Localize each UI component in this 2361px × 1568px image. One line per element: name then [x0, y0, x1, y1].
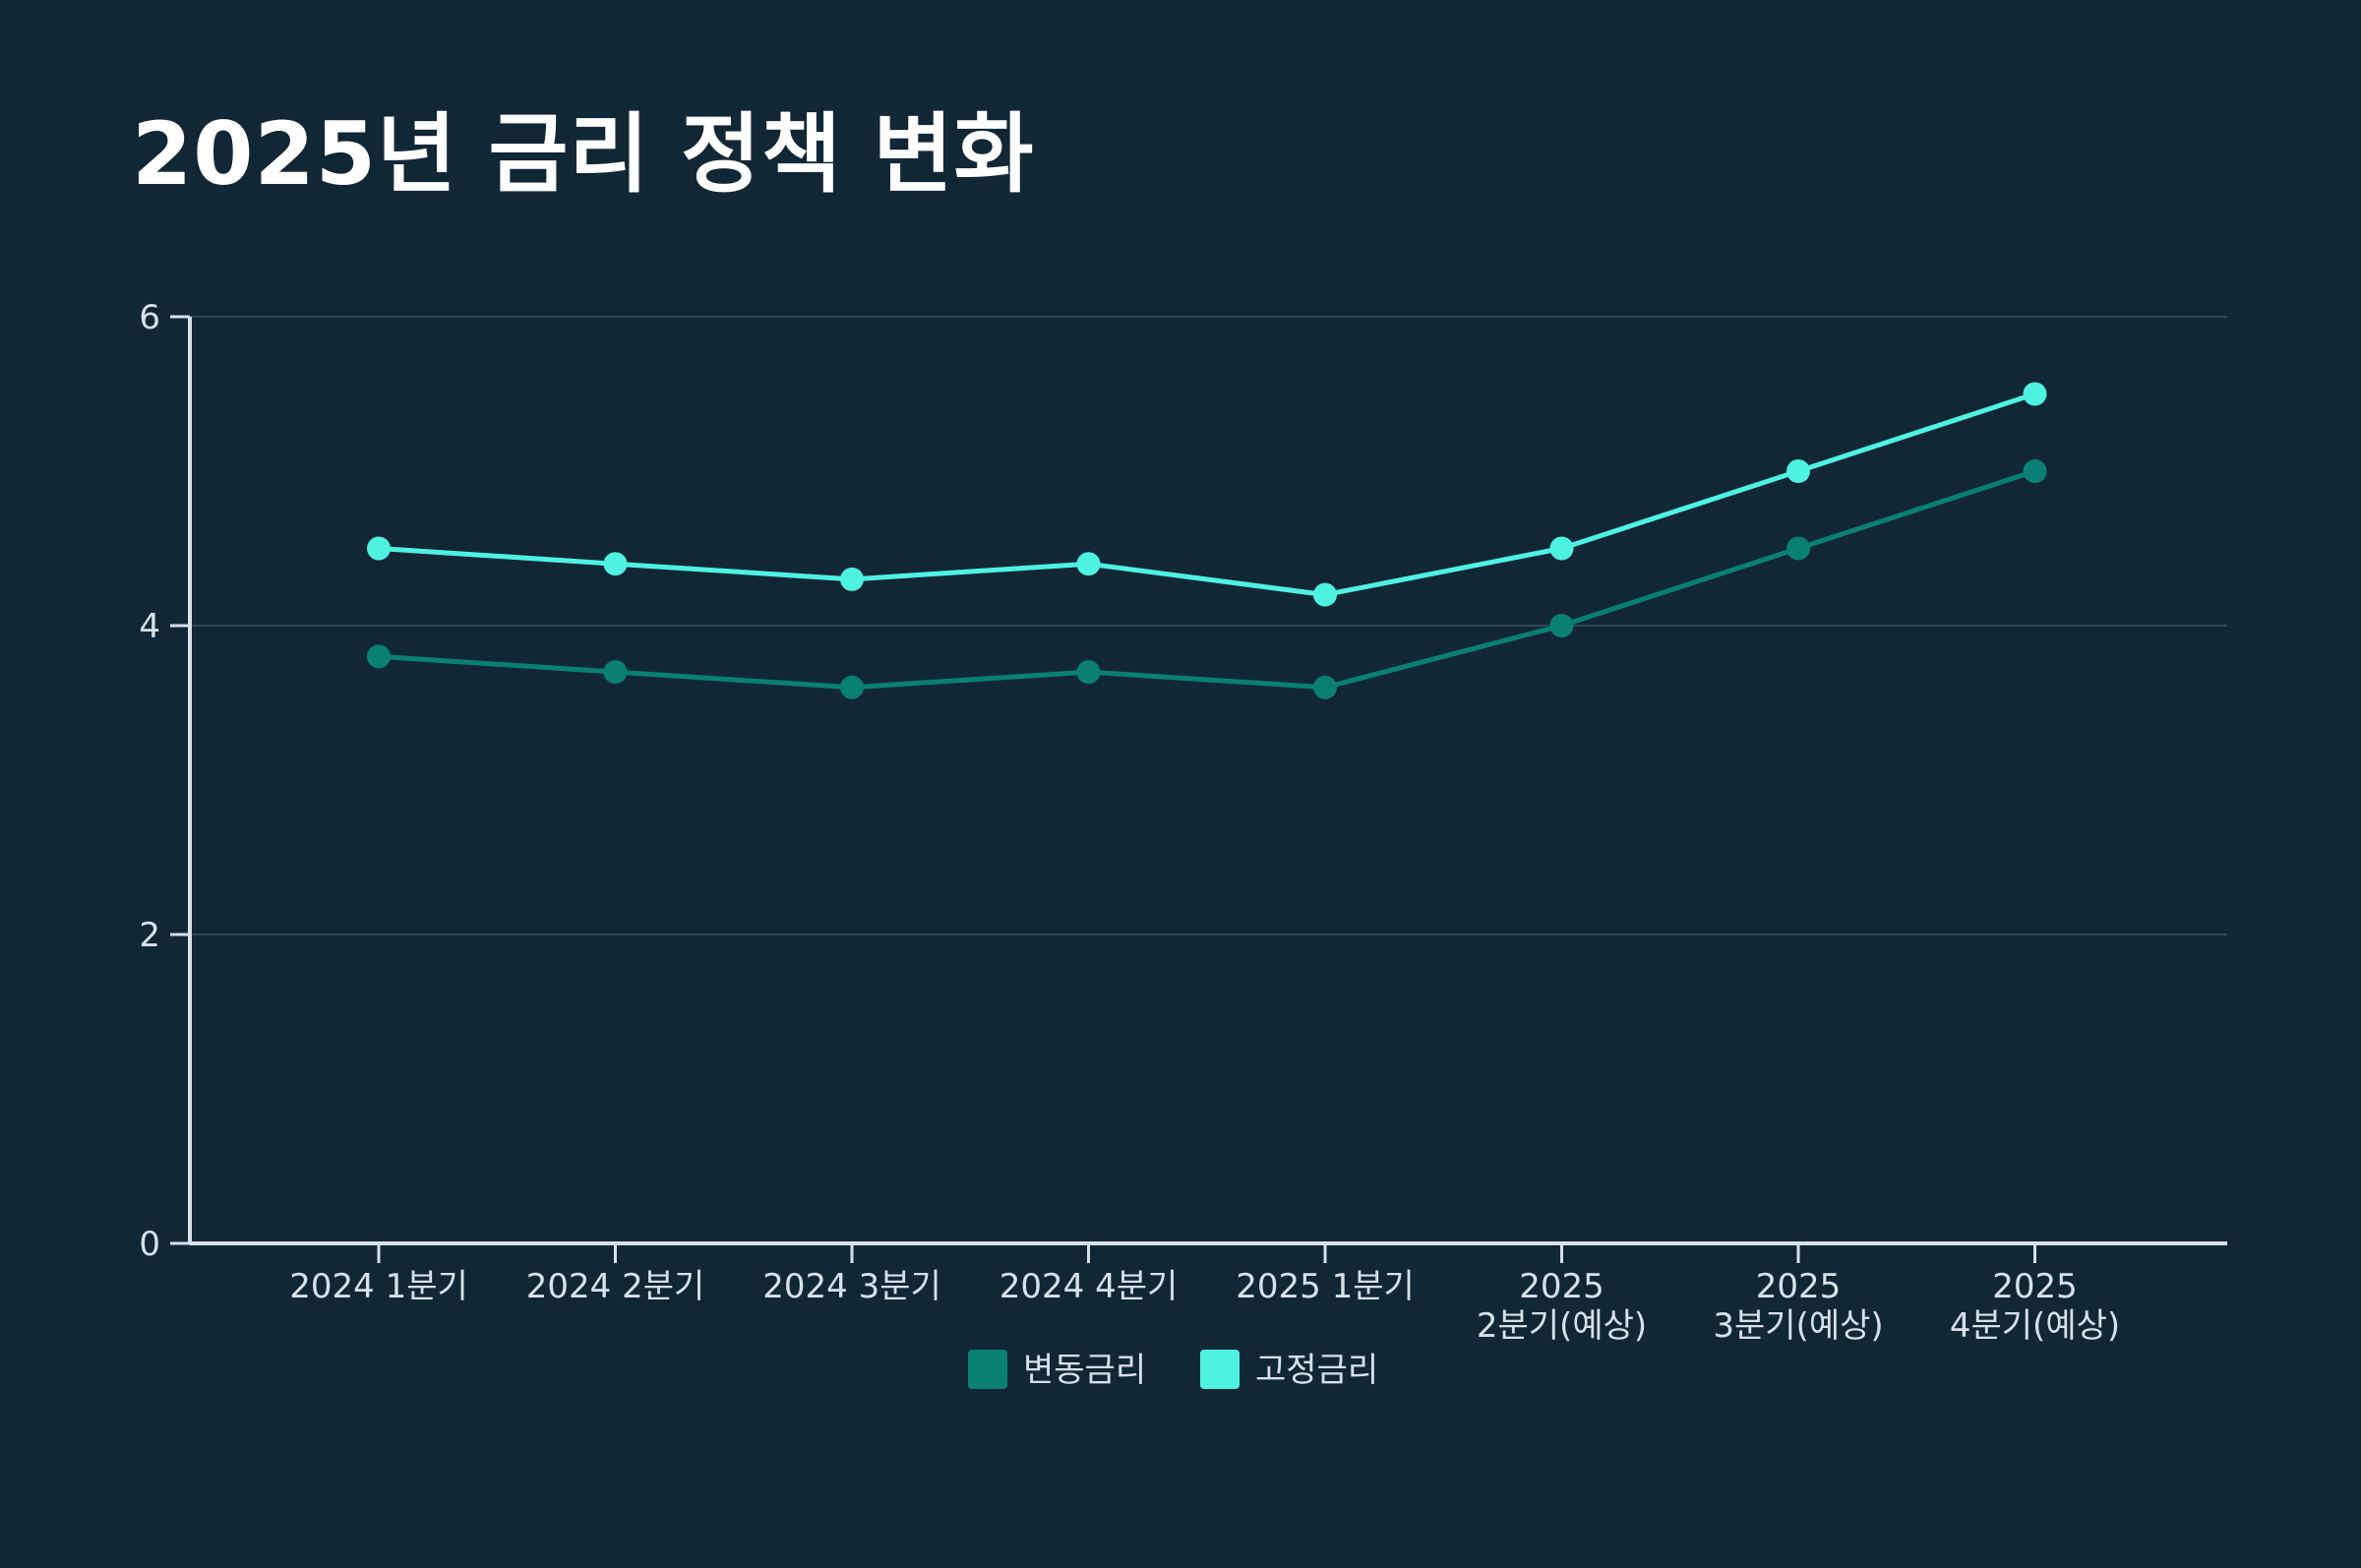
legend-swatch [1200, 1350, 1240, 1389]
data-point[interactable] [2023, 382, 2047, 406]
y-tick-label: 4 [139, 607, 160, 646]
legend-label: 고정금리 [1255, 1351, 1378, 1390]
data-point[interactable] [2023, 459, 2047, 483]
x-tick-label: 2025 3분기(예상) [1713, 1267, 1883, 1346]
data-point[interactable] [840, 675, 864, 699]
y-tick-label: 6 [139, 298, 160, 337]
data-point[interactable] [603, 552, 628, 576]
series-line [378, 468, 2036, 691]
axes: 0 2 4 6 2024 1분기 2024 2분기 2024 3분기 2024 4분기 2025… [139, 298, 2227, 1346]
x-tick-label: 2024 3분기 [762, 1267, 941, 1306]
y-tick-label: 2 [139, 916, 160, 955]
data-point[interactable] [1549, 536, 1574, 561]
data-point[interactable] [1313, 675, 1337, 699]
x-tick-label: 2025 1분기 [1236, 1267, 1415, 1306]
data-point[interactable] [840, 567, 864, 591]
x-tick-label: 2025 4분기(예상) [1950, 1267, 2120, 1346]
legend: 변동금리 고정금리 [968, 1350, 1378, 1390]
series-lines [367, 382, 2047, 699]
legend-swatch [968, 1350, 1007, 1389]
data-point[interactable] [1786, 459, 1810, 483]
x-tick-label: 2024 1분기 [289, 1267, 468, 1306]
x-tick-label: 2025 2분기(예상) [1477, 1267, 1647, 1346]
legend-label: 변동금리 [1023, 1351, 1146, 1390]
grid-lines [190, 316, 2227, 935]
data-point[interactable] [1076, 660, 1101, 685]
y-tick-label: 0 [139, 1225, 160, 1264]
data-point[interactable] [603, 660, 628, 685]
data-point[interactable] [1549, 614, 1574, 637]
data-point[interactable] [367, 536, 391, 561]
chart-title: 2025년 금리 정책 변화 [132, 103, 1035, 205]
data-point[interactable] [1076, 552, 1101, 576]
data-point[interactable] [1313, 582, 1337, 607]
series-line [378, 392, 2036, 598]
data-point[interactable] [367, 644, 391, 669]
data-point[interactable] [1786, 536, 1810, 561]
x-tick-label: 2024 2분기 [526, 1267, 705, 1306]
x-tick-label: 2024 4분기 [999, 1267, 1179, 1306]
